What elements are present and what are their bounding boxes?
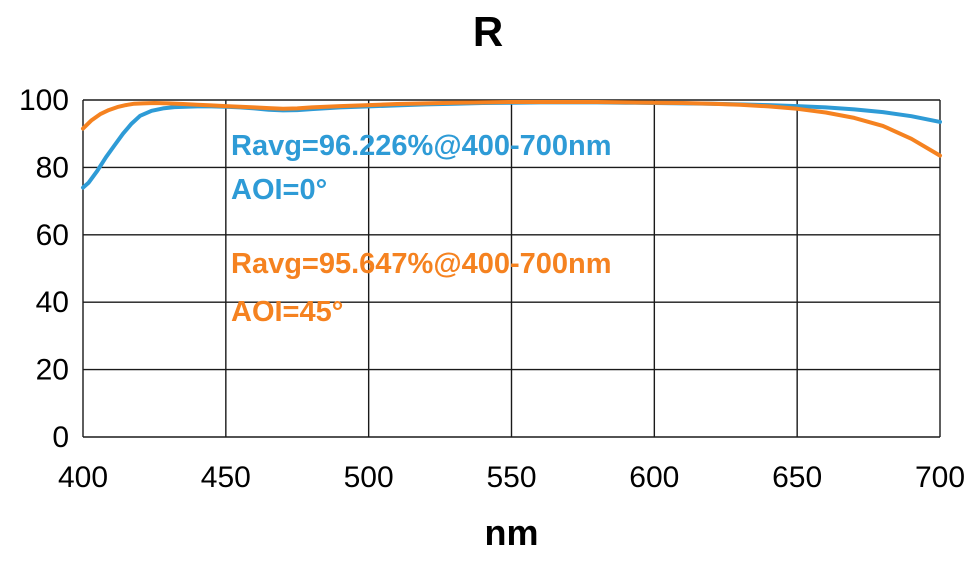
- grid-lines: [82, 99, 941, 438]
- annotation-aoi45: AOI=45°: [231, 296, 344, 328]
- y-tick-label: 100: [19, 84, 69, 117]
- x-axis-label: nm: [484, 512, 539, 553]
- y-tick-label: 40: [36, 286, 69, 319]
- x-tick-label: 400: [58, 461, 108, 494]
- x-tick-label: 550: [486, 461, 536, 494]
- y-tick-label: 20: [36, 354, 69, 387]
- tick-labels: 400 450 500 550 600 650 700 0 20 40 60 80 100: [19, 84, 965, 494]
- y-tick-label: 80: [36, 151, 69, 184]
- x-tick-label: 450: [201, 461, 251, 494]
- chart-title: R: [472, 8, 504, 55]
- annotation-ravg-aoi45: Ravg=95.647%@400-700nm: [231, 248, 612, 280]
- x-tick-label: 500: [344, 461, 394, 494]
- x-tick-label: 600: [629, 461, 679, 494]
- series-line-aoi45: [81, 100, 942, 158]
- annotation-aoi0: AOI=0°: [231, 174, 328, 206]
- y-tick-label: 0: [52, 421, 69, 454]
- x-tick-label: 650: [772, 461, 822, 494]
- y-tick-label: 60: [36, 219, 69, 252]
- x-tick-label: 700: [915, 461, 965, 494]
- annotation-ravg-aoi0: Ravg=96.226%@400-700nm: [231, 130, 612, 162]
